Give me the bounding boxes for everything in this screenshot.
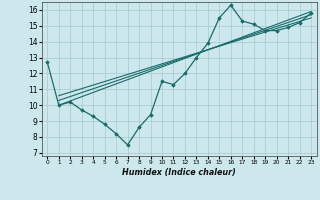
X-axis label: Humidex (Indice chaleur): Humidex (Indice chaleur) [122,168,236,177]
